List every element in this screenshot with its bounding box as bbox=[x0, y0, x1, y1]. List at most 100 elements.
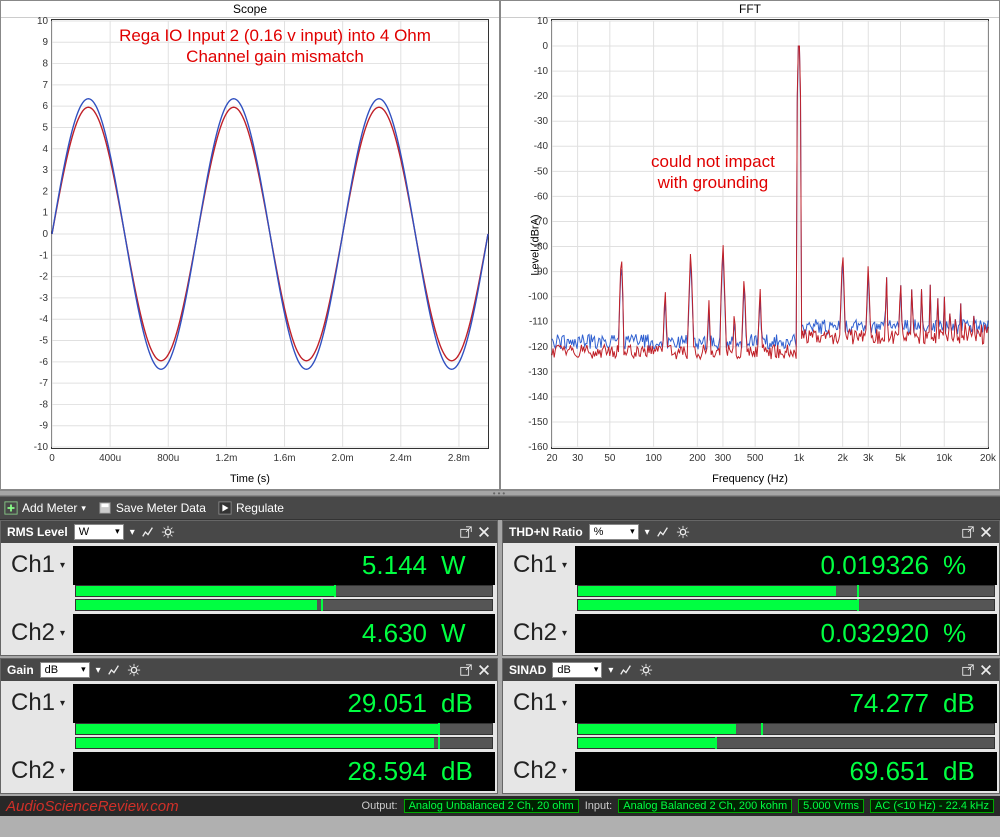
svg-text:300: 300 bbox=[715, 453, 732, 464]
meter-toolbar: Add Meter ▾ Save Meter Data Regulate bbox=[0, 496, 1000, 520]
ch1-label[interactable]: Ch1 bbox=[505, 545, 575, 585]
svg-text:1.6m: 1.6m bbox=[274, 453, 296, 464]
ch2-bar bbox=[577, 737, 995, 749]
fft-title: FFT bbox=[501, 1, 999, 18]
fft-plot: -160-150-140-130-120-110-100-90-80-70-60… bbox=[551, 19, 989, 449]
svg-text:-30: -30 bbox=[534, 116, 549, 127]
svg-text:0: 0 bbox=[49, 453, 55, 464]
chart-icon[interactable] bbox=[107, 663, 121, 677]
ch2-label[interactable]: Ch2 bbox=[3, 613, 73, 653]
dropdown-icon[interactable]: ▾ bbox=[645, 527, 650, 538]
ch2-label[interactable]: Ch2 bbox=[505, 751, 575, 791]
ch1-label[interactable]: Ch1 bbox=[3, 545, 73, 585]
svg-text:10k: 10k bbox=[936, 453, 952, 464]
dropdown-icon: ▾ bbox=[81, 503, 86, 514]
svg-text:-50: -50 bbox=[534, 166, 549, 177]
ch2-readout: 4.630W bbox=[73, 614, 495, 653]
svg-text:9: 9 bbox=[43, 37, 49, 48]
ch2-label[interactable]: Ch2 bbox=[3, 751, 73, 791]
gear-icon[interactable] bbox=[161, 525, 175, 539]
save-meter-label: Save Meter Data bbox=[116, 501, 206, 515]
ch1-bar bbox=[577, 585, 995, 597]
ch1-readout: 5.144W bbox=[73, 546, 495, 585]
ch1-readout: 74.277dB bbox=[575, 684, 997, 723]
meter-body: Ch1 0.019326% Ch2 0.032920% bbox=[503, 543, 999, 655]
ch2-bar bbox=[75, 599, 493, 611]
popout-icon[interactable] bbox=[459, 525, 473, 539]
svg-text:-6: -6 bbox=[39, 357, 48, 368]
chart-icon[interactable] bbox=[619, 663, 633, 677]
unit-select[interactable]: dB bbox=[552, 662, 602, 678]
close-icon[interactable] bbox=[979, 525, 993, 539]
svg-text:-100: -100 bbox=[528, 292, 548, 303]
gear-icon[interactable] bbox=[676, 525, 690, 539]
fft-xlabel: Frequency (Hz) bbox=[712, 473, 788, 485]
save-meter-button[interactable]: Save Meter Data bbox=[98, 501, 206, 515]
chart-icon[interactable] bbox=[141, 525, 155, 539]
ch1-label[interactable]: Ch1 bbox=[505, 683, 575, 723]
unit-select[interactable]: dB bbox=[40, 662, 90, 678]
save-icon bbox=[98, 501, 112, 515]
svg-text:7: 7 bbox=[43, 80, 49, 91]
svg-text:-90: -90 bbox=[534, 267, 549, 278]
meter-title: SINAD bbox=[509, 663, 546, 677]
popout-icon[interactable] bbox=[459, 663, 473, 677]
svg-text:10: 10 bbox=[37, 16, 49, 27]
svg-text:0: 0 bbox=[543, 41, 549, 52]
svg-text:500: 500 bbox=[747, 453, 764, 464]
svg-text:-1: -1 bbox=[39, 250, 48, 261]
meter-header: RMS Level W ▾ bbox=[1, 521, 497, 543]
gear-icon[interactable] bbox=[639, 663, 653, 677]
input-value-0: Analog Balanced 2 Ch, 200 kohm bbox=[618, 799, 792, 813]
svg-text:4: 4 bbox=[43, 144, 49, 155]
svg-text:-130: -130 bbox=[528, 367, 548, 378]
scope-annotation: Rega IO Input 2 (0.16 v input) into 4 Oh… bbox=[71, 25, 479, 68]
close-icon[interactable] bbox=[979, 663, 993, 677]
svg-text:20: 20 bbox=[546, 453, 558, 464]
fft-panel: FFT Level (dBrA) -160-150-140-130-120-11… bbox=[500, 0, 1000, 490]
popout-icon[interactable] bbox=[961, 525, 975, 539]
svg-text:5: 5 bbox=[43, 122, 49, 133]
svg-text:-4: -4 bbox=[39, 314, 48, 325]
meter-header: Gain dB ▾ bbox=[1, 659, 497, 681]
svg-text:-2: -2 bbox=[39, 272, 48, 283]
svg-text:-80: -80 bbox=[534, 242, 549, 253]
regulate-button[interactable]: Regulate bbox=[218, 501, 284, 515]
close-icon[interactable] bbox=[477, 663, 491, 677]
ch2-bar bbox=[577, 599, 995, 611]
close-icon[interactable] bbox=[477, 525, 491, 539]
gear-icon[interactable] bbox=[127, 663, 141, 677]
ch1-label[interactable]: Ch1 bbox=[3, 683, 73, 723]
fft-body: -160-150-140-130-120-110-100-90-80-70-60… bbox=[551, 19, 989, 449]
footer-link[interactable]: AudioScienceReview.com bbox=[6, 798, 179, 815]
unit-select[interactable]: W bbox=[74, 524, 124, 540]
meter-title: RMS Level bbox=[7, 525, 68, 539]
add-meter-button[interactable]: Add Meter ▾ bbox=[4, 501, 86, 515]
dropdown-icon[interactable]: ▾ bbox=[96, 665, 101, 676]
meter-sinad: SINAD dB ▾ Ch1 74.277dB bbox=[502, 658, 1000, 794]
svg-text:-8: -8 bbox=[39, 399, 48, 410]
svg-text:-150: -150 bbox=[528, 417, 548, 428]
output-value: Analog Unbalanced 2 Ch, 20 ohm bbox=[404, 799, 579, 813]
input-value-1: 5.000 Vrms bbox=[798, 799, 864, 813]
meter-body: Ch1 29.051dB Ch2 28.594dB bbox=[1, 681, 497, 793]
svg-text:-40: -40 bbox=[534, 141, 549, 152]
charts-row: Scope Instantaneous Level (V) -10-9-8-7-… bbox=[0, 0, 1000, 490]
ch2-bar bbox=[75, 737, 493, 749]
meter-body: Ch1 74.277dB Ch2 69.651dB bbox=[503, 681, 999, 793]
output-label: Output: bbox=[362, 800, 398, 812]
unit-select[interactable]: % bbox=[589, 524, 639, 540]
dropdown-icon[interactable]: ▾ bbox=[130, 527, 135, 538]
ch2-readout: 69.651dB bbox=[575, 752, 997, 791]
ch2-label[interactable]: Ch2 bbox=[505, 613, 575, 653]
dropdown-icon[interactable]: ▾ bbox=[608, 665, 613, 676]
svg-text:-120: -120 bbox=[528, 342, 548, 353]
scope-xlabel: Time (s) bbox=[230, 473, 270, 485]
popout-icon[interactable] bbox=[961, 663, 975, 677]
meter-header: SINAD dB ▾ bbox=[503, 659, 999, 681]
svg-text:2k: 2k bbox=[837, 453, 848, 464]
svg-text:-160: -160 bbox=[528, 442, 548, 453]
ch1-readout: 29.051dB bbox=[73, 684, 495, 723]
svg-text:2.8m: 2.8m bbox=[448, 453, 470, 464]
chart-icon[interactable] bbox=[656, 525, 670, 539]
